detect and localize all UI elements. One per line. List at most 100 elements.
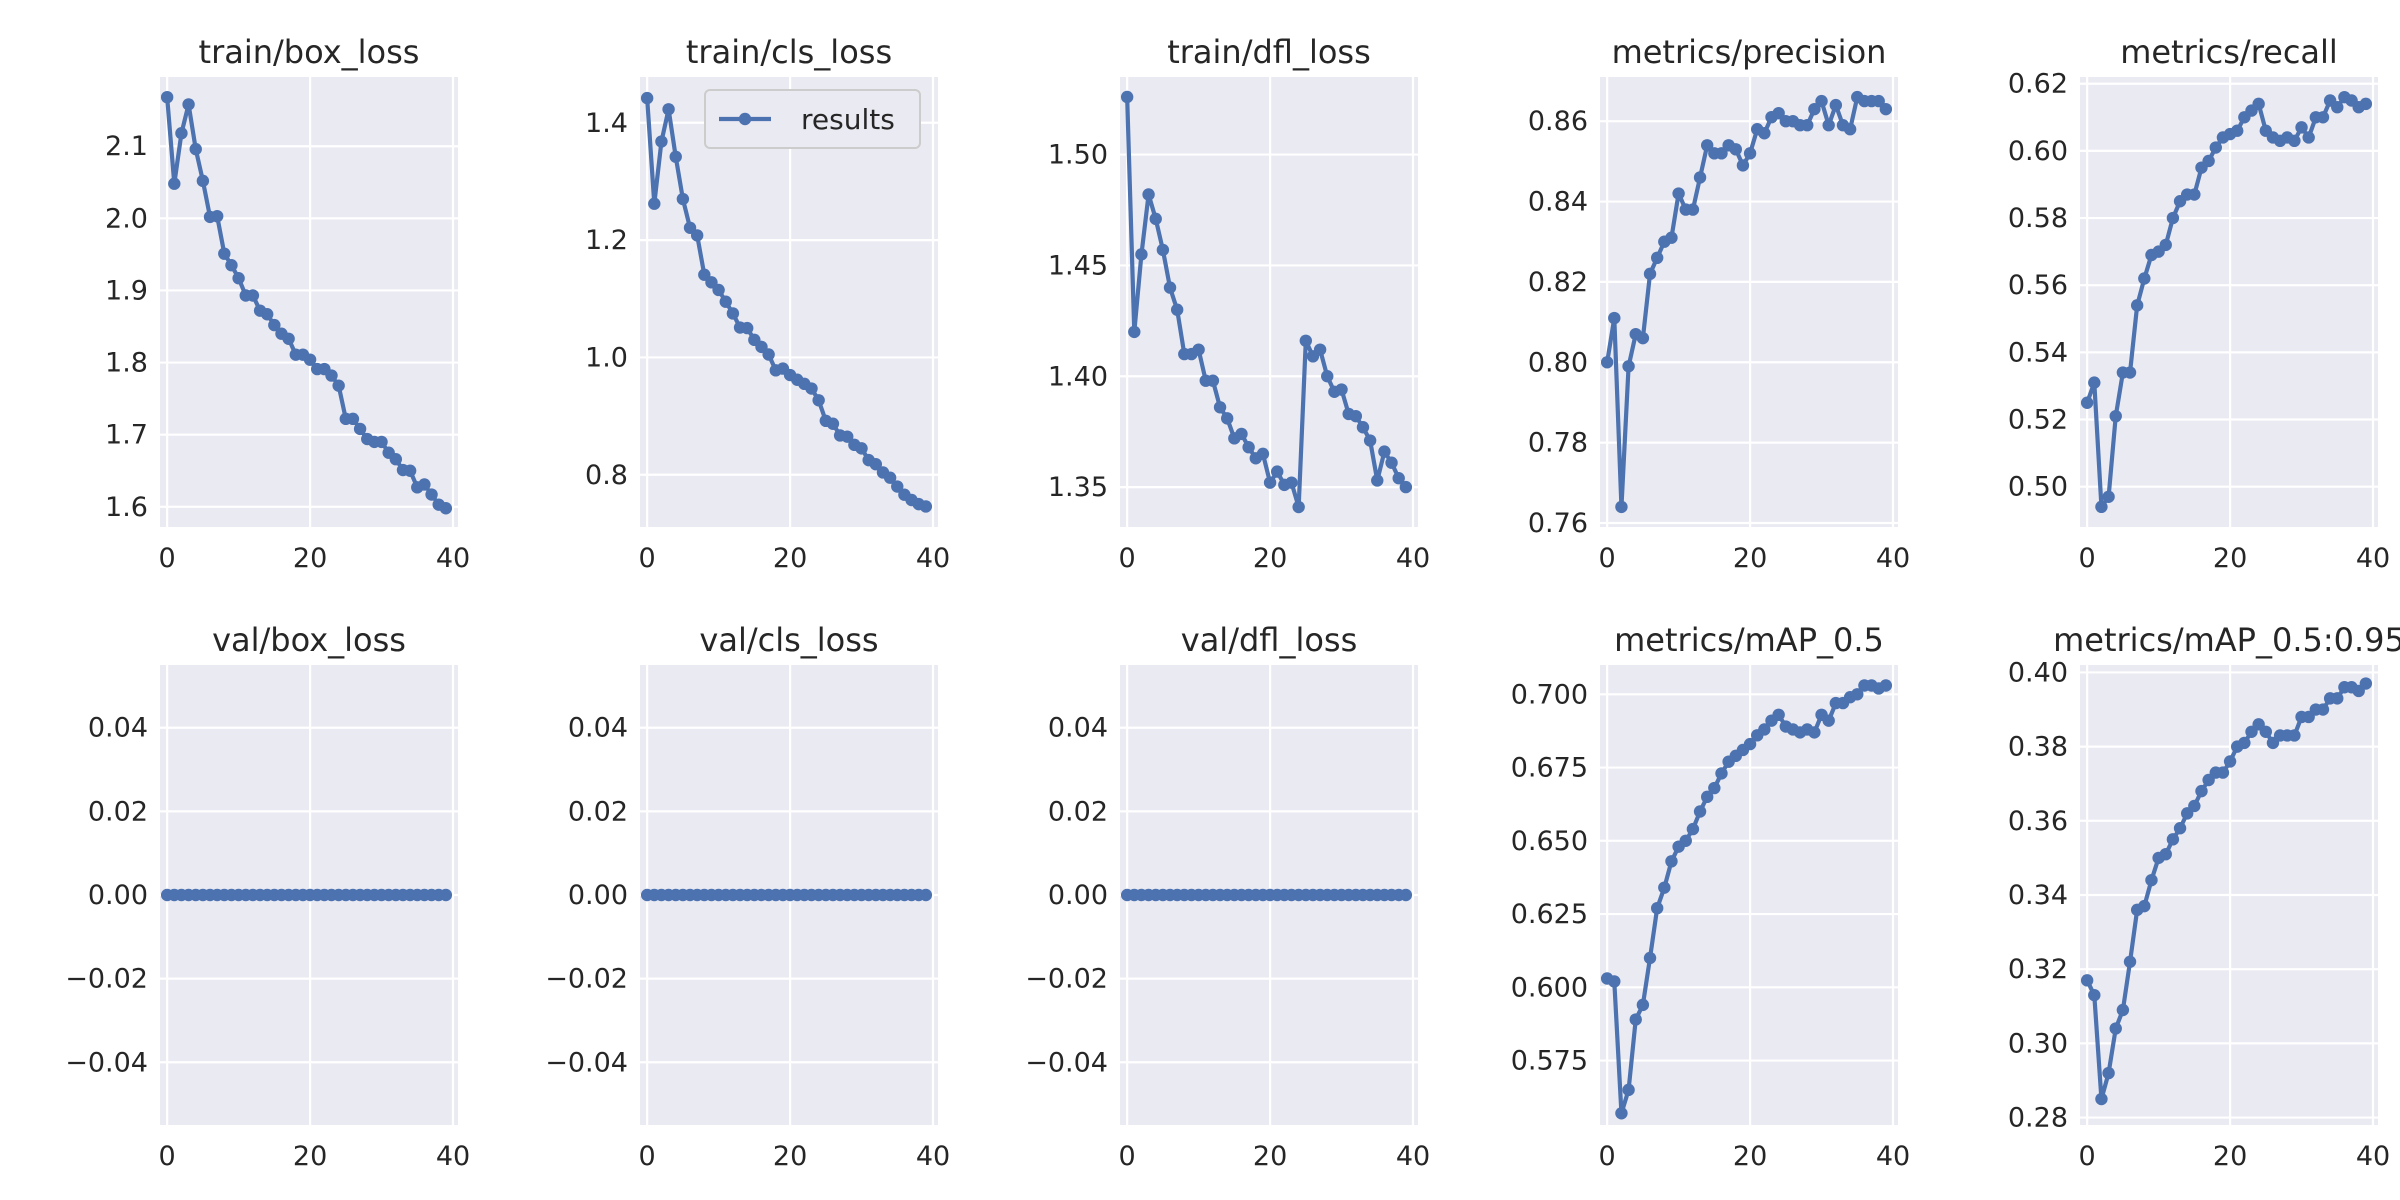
- data-point: [1729, 143, 1742, 156]
- data-point: [2252, 97, 2265, 111]
- x-tick-label: 20: [1733, 1141, 1767, 1172]
- y-tick-label: 0.675: [1511, 753, 1588, 784]
- subplot-metrics-map-0-5-0-95: 0 20 40 0.28 0.30 0.32 0.34 0.36 0.38 0.40 metrics…: [1920, 600, 2400, 1200]
- data-point: [346, 412, 360, 426]
- data-point: [189, 142, 202, 156]
- data-point: [1743, 737, 1757, 751]
- data-point: [2145, 873, 2158, 887]
- y-tick-label: 0.28: [2008, 1103, 2068, 1134]
- subplot-metrics-map-0-5: 0 20 40 0.575 0.600 0.625 0.650 0.675 0.700 metri…: [1440, 600, 1920, 1200]
- data-point: [1156, 243, 1170, 257]
- data-point: [1608, 311, 1621, 325]
- y-tick-label: 0.00: [88, 880, 148, 911]
- y-tick-label: 0.600: [1511, 972, 1588, 1003]
- data-point: [855, 442, 868, 455]
- data-point: [2088, 376, 2101, 389]
- data-point: [648, 197, 661, 210]
- x-tick-label: 40: [916, 1141, 950, 1172]
- data-point: [1608, 975, 1621, 988]
- y-tick-label: −0.02: [1025, 964, 1108, 995]
- data-point: [1715, 767, 1728, 780]
- data-point: [1292, 500, 1305, 514]
- data-point: [1736, 159, 1750, 172]
- data-point: [662, 103, 675, 116]
- subplot-title: val/dfl_loss: [1181, 621, 1358, 659]
- data-point: [891, 480, 904, 493]
- y-tick-label: 0.575: [1511, 1046, 1588, 1077]
- data-point: [1879, 102, 1893, 116]
- data-point: [439, 888, 453, 902]
- data-point: [1672, 187, 1685, 200]
- y-tick-label: 1.0: [585, 342, 628, 373]
- subplot-title: metrics/mAP_0.5: [1614, 621, 1884, 659]
- plot-svg-train-box-loss: 0 20 40 1.6 1.7 1.8 1.9 2.0 2.1 train/box_loss: [105, 33, 470, 574]
- data-point: [1256, 447, 1270, 461]
- data-point: [1879, 679, 1893, 692]
- data-point: [218, 247, 231, 260]
- data-point: [182, 98, 195, 111]
- data-point: [2080, 396, 2094, 409]
- y-tick-label: 0.78: [1528, 428, 1588, 459]
- x-tick-label: 20: [2213, 543, 2247, 574]
- data-point: [726, 307, 740, 320]
- y-tick-label: −0.04: [1025, 1047, 1108, 1078]
- x-tick-label: 0: [159, 1141, 176, 1172]
- x-tick-label: 40: [1876, 1141, 1910, 1172]
- data-point: [1349, 409, 1363, 423]
- data-point: [1665, 231, 1678, 244]
- y-tick-label: 0.30: [2008, 1028, 2068, 1059]
- subplot-title: val/box_loss: [212, 621, 406, 659]
- subplot-title: train/box_loss: [199, 33, 420, 71]
- subplot-train-dfl-loss: 0 20 40 1.35 1.40 1.45 1.50 train/dfl_loss: [960, 0, 1440, 600]
- data-point: [1615, 500, 1628, 514]
- data-point: [1700, 139, 1714, 152]
- plot-svg-metrics-precision: 0 20 40 0.76 0.78 0.80 0.82 0.84 0.86 metrics/pre…: [1528, 33, 1910, 574]
- data-point: [1622, 360, 1635, 373]
- data-point: [1808, 726, 1821, 739]
- data-point: [2359, 97, 2373, 111]
- data-point: [1872, 94, 1885, 108]
- data-point: [1271, 465, 1284, 478]
- data-point: [2095, 500, 2108, 514]
- subplot-val-box-loss: 0 20 40 −0.04 −0.02 0.00 0.02 0.04 val/box_loss: [0, 600, 480, 1200]
- data-point: [1213, 401, 1227, 414]
- data-point: [1385, 456, 1398, 469]
- data-point: [260, 308, 274, 321]
- data-point: [1235, 427, 1248, 441]
- data-point: [403, 464, 417, 477]
- data-point: [1700, 790, 1714, 804]
- data-point: [168, 177, 181, 190]
- y-tick-label: −0.04: [65, 1047, 148, 1078]
- y-tick-label: 0.36: [2008, 806, 2068, 837]
- y-tick-label: 0.54: [2008, 337, 2068, 368]
- data-point: [268, 318, 281, 332]
- data-point: [1600, 356, 1614, 369]
- y-tick-label: 0.02: [568, 796, 628, 827]
- y-tick-label: 0.86: [1528, 106, 1588, 137]
- x-tick-label: 40: [1396, 543, 1430, 574]
- data-point: [1650, 901, 1664, 915]
- y-tick-label: −0.02: [65, 964, 148, 995]
- data-point: [1135, 248, 1148, 261]
- subplot-title: val/cls_loss: [699, 621, 878, 659]
- y-tick-label: 0.34: [2008, 880, 2068, 911]
- data-point: [712, 283, 725, 297]
- y-tick-label: 1.9: [105, 275, 148, 306]
- data-point: [1378, 445, 1391, 458]
- data-point: [210, 209, 224, 223]
- data-point: [2359, 677, 2373, 690]
- data-point: [196, 174, 210, 188]
- plot-svg-metrics-map-0-5-0-95: 0 20 40 0.28 0.30 0.32 0.34 0.36 0.38 0.40metrics…: [2008, 621, 2400, 1172]
- data-point: [2188, 188, 2201, 201]
- y-tick-label: 0.00: [1048, 880, 1108, 911]
- data-point: [1242, 440, 1255, 454]
- data-point: [2123, 955, 2137, 968]
- y-tick-label: 0.50: [2008, 472, 2068, 503]
- data-point: [2166, 211, 2180, 225]
- subplot-train-cls-loss: 0 20 40 0.8 1.0 1.2 1.4 train/cls_loss results: [480, 0, 960, 600]
- data-point: [1285, 476, 1298, 489]
- y-tick-label: 1.35: [1048, 472, 1108, 503]
- data-point: [1808, 102, 1821, 116]
- data-point: [1851, 688, 1864, 701]
